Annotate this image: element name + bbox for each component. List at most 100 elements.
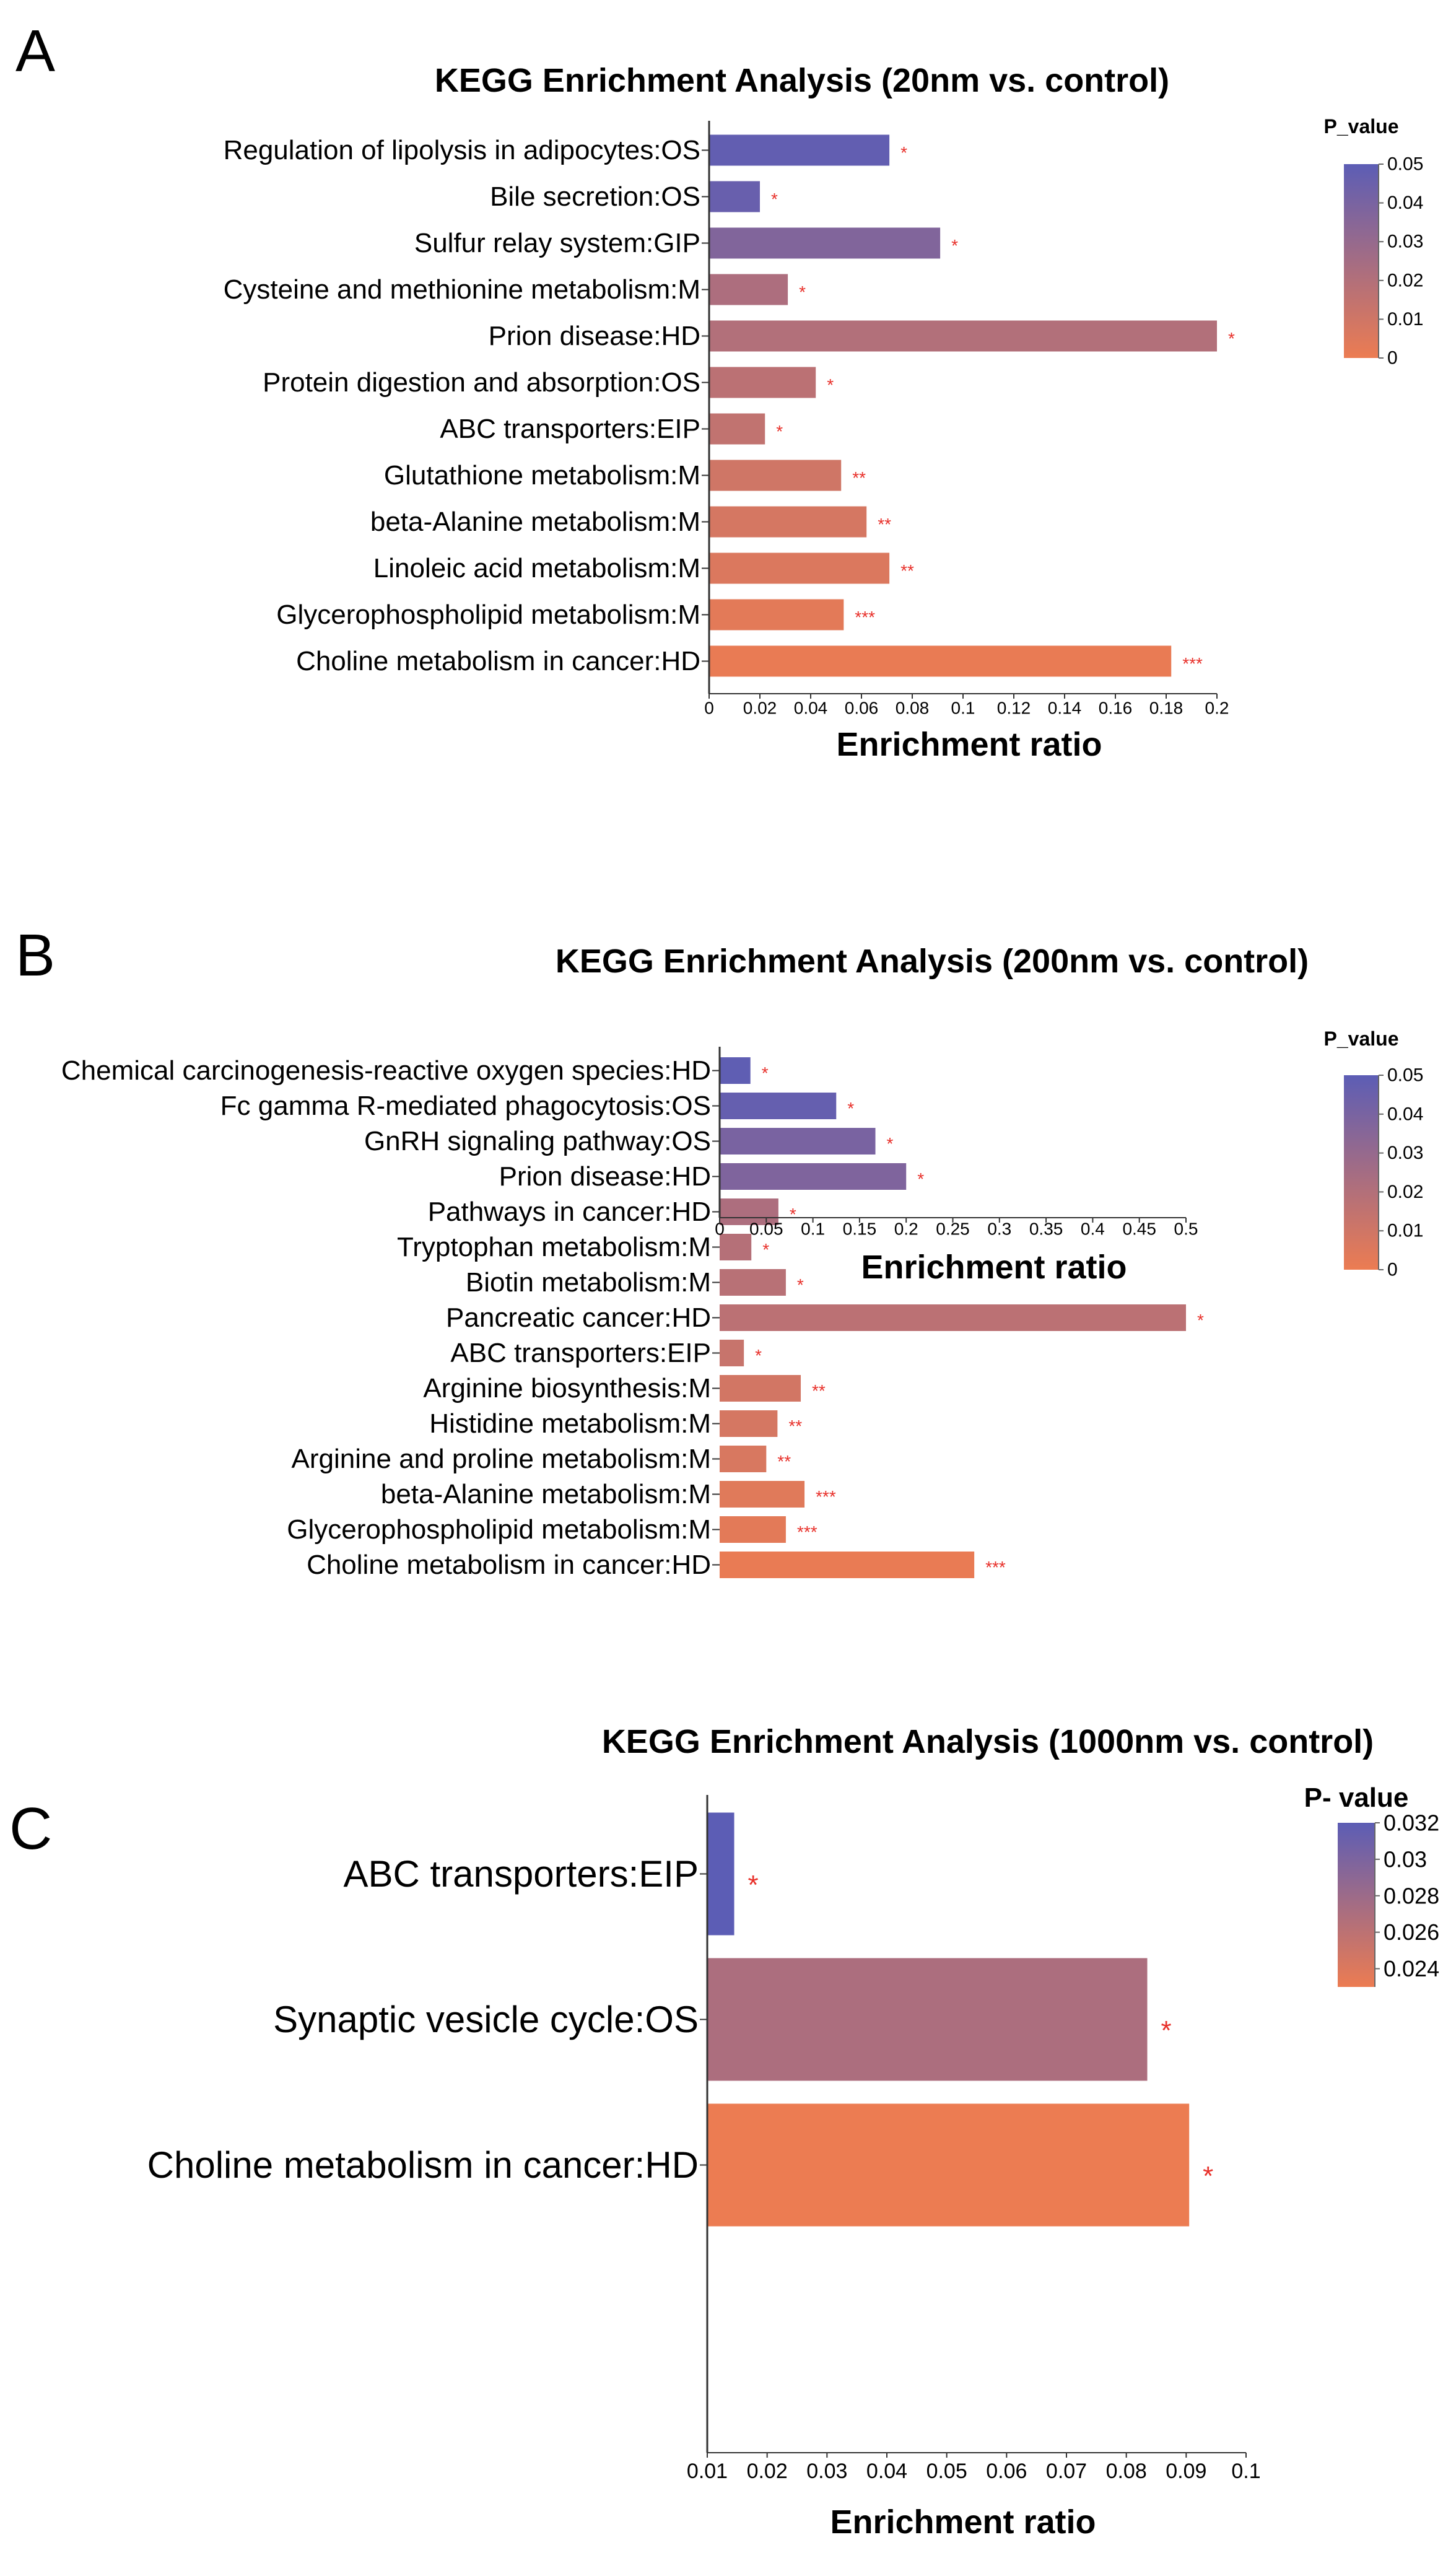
legend-tick-label: 0.04 <box>1387 193 1423 213</box>
legend-tick-label: 0.03 <box>1387 1143 1423 1163</box>
x-tick-label: 0.15 <box>843 1220 877 1239</box>
bar <box>720 1163 907 1190</box>
category-label: Regulation of lipolysis in adipocytes:OS <box>224 135 700 165</box>
significance-label: *** <box>1182 654 1203 673</box>
x-axis-label: Enrichment ratio <box>830 2503 1096 2541</box>
significance-label: * <box>755 1346 762 1365</box>
bar <box>720 1481 805 1508</box>
bar <box>720 1234 752 1260</box>
x-tick-label: 0.04 <box>866 2460 907 2483</box>
bar <box>707 1958 1148 2081</box>
bar <box>709 506 867 538</box>
category-label: beta-Alanine metabolism:M <box>381 1479 711 1509</box>
significance-label: * <box>799 282 806 302</box>
x-tick-label: 0.3 <box>987 1220 1011 1239</box>
x-tick-label: 0.06 <box>986 2460 1027 2483</box>
significance-label: * <box>776 422 783 441</box>
x-tick-label: 0.35 <box>1029 1220 1063 1239</box>
bar <box>720 1516 786 1543</box>
category-label: Arginine biosynthesis:M <box>423 1373 711 1403</box>
significance-label: * <box>1197 1311 1204 1330</box>
x-tick-label: 0.4 <box>1081 1220 1105 1239</box>
bar <box>709 320 1217 352</box>
significance-label: * <box>847 1099 854 1118</box>
category-label: ABC transporters:EIP <box>450 1338 711 1368</box>
legend-tick-label: 0 <box>1387 1260 1398 1280</box>
significance-label: * <box>900 143 907 162</box>
category-label: Tryptophan metabolism:M <box>397 1232 711 1262</box>
x-tick-label: 0.08 <box>1106 2460 1147 2483</box>
x-tick-label: 0.05 <box>749 1220 783 1239</box>
category-label: Cysteine and methionine metabolism:M <box>224 274 700 305</box>
significance-label: * <box>762 1240 769 1259</box>
bar <box>709 552 890 584</box>
x-tick-label: 0.01 <box>687 2460 728 2483</box>
significance-label: *** <box>797 1522 817 1542</box>
x-tick-label: 0.06 <box>845 699 879 718</box>
legend-colorbar <box>1344 1075 1379 1270</box>
bar <box>707 1812 735 1936</box>
panel-b-chart: B KEGG Enrichment Analysis (200nm vs. con… <box>15 922 1423 1580</box>
x-tick-label: 0.2 <box>1205 699 1229 718</box>
category-label: GnRH signaling pathway:OS <box>364 1126 711 1156</box>
significance-label: * <box>771 190 778 209</box>
legend-tick-label: 0.05 <box>1387 154 1423 175</box>
legend-tick-label: 0.028 <box>1384 1883 1439 1908</box>
category-label: ABC transporters:EIP <box>440 414 700 444</box>
legend-tick-label: 0.03 <box>1387 232 1423 252</box>
category-label: Glycerophospholipid metabolism:M <box>276 600 700 630</box>
significance-label: ** <box>852 468 866 487</box>
category-label: Sulfur relay system:GIP <box>414 228 700 258</box>
x-tick-label: 0.12 <box>997 699 1031 718</box>
x-tick-label: 0 <box>715 1220 725 1239</box>
bar <box>709 460 842 491</box>
category-label: Arginine and proline metabolism:M <box>292 1444 711 1474</box>
significance-label: * <box>917 1169 924 1189</box>
x-tick-label: 0.18 <box>1149 699 1184 718</box>
significance-label: ** <box>878 515 891 534</box>
category-label: Prion disease:HD <box>499 1161 711 1192</box>
bar <box>720 1304 1186 1331</box>
panel-label-c: C <box>9 1796 52 1862</box>
legend-tick-label: 0.05 <box>1387 1065 1423 1086</box>
significance-label: * <box>748 1870 759 1900</box>
significance-label: *** <box>816 1487 836 1506</box>
bar <box>720 1093 837 1119</box>
legend-tick-label: 0 <box>1387 348 1398 369</box>
category-label: Choline metabolism in cancer:HD <box>147 2144 699 2186</box>
legend-title: P- value <box>1304 1783 1409 1813</box>
bar <box>709 181 760 212</box>
legend-tick-label: 0.026 <box>1384 1919 1439 1945</box>
category-label: Linoleic acid metabolism:M <box>373 553 700 583</box>
bar <box>709 367 816 398</box>
x-tick-label: 0.09 <box>1166 2460 1206 2483</box>
legend-tick-label: 0.02 <box>1387 1182 1423 1202</box>
significance-label: ** <box>812 1381 826 1400</box>
panel-a-chart: A KEGG Enrichment Analysis (20nm vs. cont… <box>15 18 1423 763</box>
category-label: Synaptic vesicle cycle:OS <box>273 1999 699 2040</box>
bar <box>709 413 765 445</box>
category-label: Bile secretion:OS <box>490 181 700 212</box>
x-tick-label: 0 <box>704 699 714 718</box>
significance-label: ** <box>777 1452 791 1471</box>
significance-label: * <box>790 1205 796 1224</box>
x-tick-label: 0.5 <box>1174 1220 1198 1239</box>
x-tick-label: 0.1 <box>951 699 975 718</box>
x-tick-label: 0.16 <box>1099 699 1133 718</box>
legend-tick-label: 0.01 <box>1387 309 1423 330</box>
bar <box>720 1375 801 1402</box>
panel-label-b: B <box>15 922 55 989</box>
significance-label: * <box>1203 2161 1213 2191</box>
chart-title: KEGG Enrichment Analysis (1000nm vs. con… <box>602 1723 1374 1760</box>
significance-label: * <box>827 375 834 395</box>
bar <box>709 645 1172 677</box>
chart-title: KEGG Enrichment Analysis (200nm vs. cont… <box>556 943 1309 980</box>
legend-tick-label: 0.01 <box>1387 1221 1423 1241</box>
significance-label: * <box>762 1063 769 1083</box>
x-axis-label: Enrichment ratio <box>861 1249 1127 1286</box>
category-label: Prion disease:HD <box>489 321 700 351</box>
x-tick-label: 0.05 <box>926 2460 967 2483</box>
bar <box>709 134 890 166</box>
panel-label-a: A <box>15 18 55 84</box>
